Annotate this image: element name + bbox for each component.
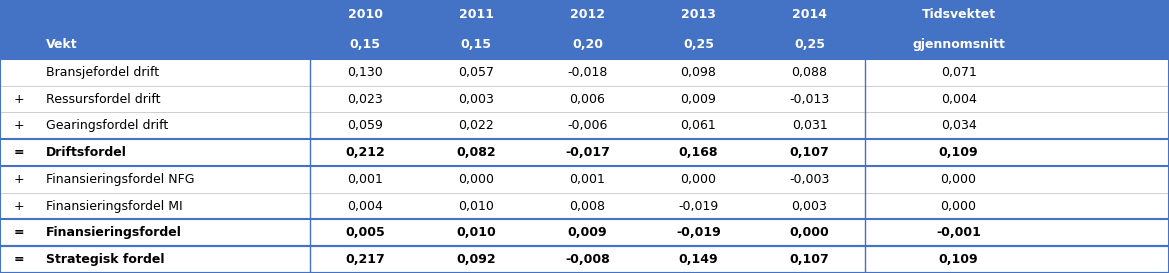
Text: 0,000: 0,000	[789, 226, 830, 239]
Text: 0,034: 0,034	[941, 119, 976, 132]
Text: 0,001: 0,001	[347, 173, 383, 186]
Text: 0,149: 0,149	[679, 253, 718, 266]
Text: +: +	[14, 119, 25, 132]
Text: Vekt: Vekt	[46, 38, 77, 51]
Bar	[0, 86, 1169, 112]
Text: gjennomsnitt: gjennomsnitt	[912, 38, 1005, 51]
Text: 2013: 2013	[682, 8, 715, 21]
Text: =: =	[14, 253, 25, 266]
Text: 0,25: 0,25	[683, 38, 714, 51]
Text: 0,217: 0,217	[345, 253, 386, 266]
Text: 0,006: 0,006	[569, 93, 606, 106]
Text: 0,15: 0,15	[350, 38, 381, 51]
Text: 0,107: 0,107	[789, 253, 830, 266]
Text: 0,003: 0,003	[791, 200, 828, 213]
Text: Bransjefordel drift: Bransjefordel drift	[46, 66, 159, 79]
Text: -0,008: -0,008	[565, 253, 610, 266]
Bar	[0, 139, 1169, 166]
Text: +: +	[14, 200, 25, 213]
Text: 2010: 2010	[348, 8, 382, 21]
Text: 0,000: 0,000	[680, 173, 717, 186]
Text: 0,109: 0,109	[939, 146, 978, 159]
Text: Finansieringsfordel MI: Finansieringsfordel MI	[46, 200, 182, 213]
Text: 0,000: 0,000	[941, 200, 976, 213]
Text: Finansieringsfordel: Finansieringsfordel	[46, 226, 181, 239]
Text: 0,005: 0,005	[345, 226, 386, 239]
Text: 0,059: 0,059	[347, 119, 383, 132]
Text: 0,000: 0,000	[941, 173, 976, 186]
Text: -0,019: -0,019	[676, 226, 721, 239]
Text: 0,010: 0,010	[458, 200, 494, 213]
Text: -0,001: -0,001	[936, 226, 981, 239]
Text: 0,009: 0,009	[680, 93, 717, 106]
Text: -0,006: -0,006	[567, 119, 608, 132]
Text: 0,031: 0,031	[791, 119, 828, 132]
Text: +: +	[14, 173, 25, 186]
Text: Gearingsfordel drift: Gearingsfordel drift	[46, 119, 168, 132]
Bar	[0, 166, 1169, 193]
Bar	[0, 246, 1169, 273]
Text: Driftsfordel: Driftsfordel	[46, 146, 126, 159]
Text: 0,001: 0,001	[569, 173, 606, 186]
Text: 0,008: 0,008	[569, 200, 606, 213]
Text: 0,071: 0,071	[941, 66, 976, 79]
Text: 0,004: 0,004	[347, 200, 383, 213]
Text: =: =	[14, 146, 25, 159]
Text: 0,061: 0,061	[680, 119, 717, 132]
Text: 0,010: 0,010	[456, 226, 497, 239]
Text: 0,009: 0,009	[568, 226, 607, 239]
Text: -0,003: -0,003	[789, 173, 830, 186]
Text: 0,023: 0,023	[347, 93, 383, 106]
Text: 0,107: 0,107	[789, 146, 830, 159]
Text: Tidsvektet: Tidsvektet	[921, 8, 996, 21]
Bar	[0, 59, 1169, 86]
Text: 0,212: 0,212	[345, 146, 386, 159]
Text: 2011: 2011	[459, 8, 493, 21]
Text: 0,25: 0,25	[794, 38, 825, 51]
Text: 0,168: 0,168	[679, 146, 718, 159]
Bar	[0, 0, 1169, 59]
Text: Ressursfordel drift: Ressursfordel drift	[46, 93, 160, 106]
Text: Strategisk fordel: Strategisk fordel	[46, 253, 164, 266]
Text: -0,017: -0,017	[565, 146, 610, 159]
Text: 2012: 2012	[570, 8, 604, 21]
Text: 0,003: 0,003	[458, 93, 494, 106]
Text: Finansieringsfordel NFG: Finansieringsfordel NFG	[46, 173, 194, 186]
Text: 0,092: 0,092	[457, 253, 496, 266]
Text: 0,098: 0,098	[680, 66, 717, 79]
Text: -0,018: -0,018	[567, 66, 608, 79]
Text: 0,130: 0,130	[347, 66, 383, 79]
Text: 0,088: 0,088	[791, 66, 828, 79]
Text: 0,109: 0,109	[939, 253, 978, 266]
Text: 0,004: 0,004	[941, 93, 976, 106]
Text: 0,057: 0,057	[458, 66, 494, 79]
Text: +: +	[14, 93, 25, 106]
Text: 0,000: 0,000	[458, 173, 494, 186]
Text: 0,022: 0,022	[458, 119, 494, 132]
Bar	[0, 112, 1169, 139]
Text: 2014: 2014	[793, 8, 826, 21]
Text: -0,013: -0,013	[789, 93, 830, 106]
Text: =: =	[14, 226, 25, 239]
Text: 0,15: 0,15	[461, 38, 492, 51]
Text: -0,019: -0,019	[678, 200, 719, 213]
Text: 0,20: 0,20	[572, 38, 603, 51]
Bar	[0, 193, 1169, 219]
Text: 0,082: 0,082	[457, 146, 496, 159]
Bar	[0, 219, 1169, 246]
